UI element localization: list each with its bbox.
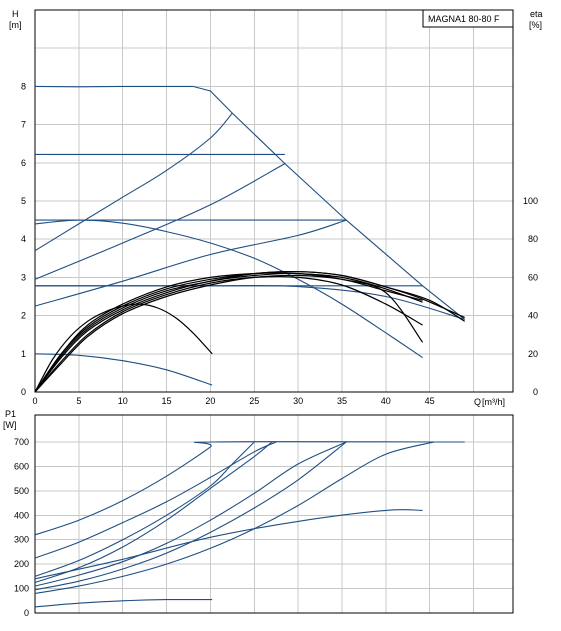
- x-tick-label: 20: [205, 396, 215, 406]
- y-tick-labels-power: 0 100 200 300 400 500 600 700: [14, 437, 29, 618]
- x-tick-label: 30: [293, 396, 303, 406]
- power-curve: [34, 441, 435, 595]
- y-tick-label-left: 3: [21, 272, 26, 282]
- power-tick-label: 100: [14, 584, 29, 594]
- x-tick-label: 15: [162, 396, 172, 406]
- efficiency-curve: [34, 271, 466, 393]
- x-axis-label: Q: [474, 397, 481, 407]
- y-tick-label-right: 80: [528, 234, 538, 244]
- y-tick-label-left: 0: [21, 387, 26, 397]
- grid-top: [34, 10, 513, 393]
- curves-bottom: [34, 441, 465, 608]
- power-tick-label: 200: [14, 559, 29, 569]
- y-tick-label-right: 40: [528, 311, 538, 321]
- y-tick-label-right: 20: [528, 349, 538, 359]
- y-tick-label-left: 4: [21, 234, 26, 244]
- curves-top: [34, 85, 466, 393]
- plot-frame-top: [34, 9, 514, 393]
- power-curve: [34, 441, 347, 587]
- y-tick-labels-left: 0 1 2 3 4 5 6 7 8: [21, 81, 26, 397]
- y-tick-label-right: 0: [533, 387, 538, 397]
- y-axis-label-left: H: [12, 9, 19, 19]
- efficiency-curve: [34, 274, 423, 393]
- power-curve: [34, 509, 423, 580]
- x-tick-label: 45: [425, 396, 435, 406]
- head-curve: [34, 219, 347, 307]
- y-tick-label-right: 60: [528, 272, 538, 282]
- efficiency-curve: [34, 272, 423, 393]
- y-tick-label-left: 5: [21, 196, 26, 206]
- y-axis-label-right: eta: [530, 9, 543, 19]
- power-plot: 0 100 200 300 400 500 600 700 P1 [W]: [3, 409, 514, 618]
- title-box: [422, 9, 514, 28]
- grid-bottom: [34, 415, 513, 614]
- chart-title: MAGNA1 80-80 F: [428, 14, 500, 24]
- y-tick-label-left: 1: [21, 349, 26, 359]
- power-curve: [34, 441, 465, 536]
- head-curve: [34, 353, 213, 386]
- x-tick-label: 35: [337, 396, 347, 406]
- power-axis-unit: [W]: [3, 420, 17, 430]
- x-tick-label: 10: [118, 396, 128, 406]
- power-curve: [34, 441, 347, 591]
- x-tick-label: 40: [381, 396, 391, 406]
- head-curve: [34, 112, 233, 252]
- x-axis-unit: [m³/h]: [482, 397, 505, 407]
- y-tick-label-left: 8: [21, 81, 26, 91]
- y-tick-label-left: 6: [21, 158, 26, 168]
- power-tick-label: 300: [14, 535, 29, 545]
- x-tick-label: 0: [32, 396, 37, 406]
- power-curve: [34, 441, 255, 577]
- y-tick-label-left: 7: [21, 120, 26, 130]
- head-curve: [34, 163, 286, 280]
- efficiency-curve: [34, 275, 423, 393]
- efficiency-curve: [34, 271, 465, 393]
- plot-frame-bottom: [34, 414, 514, 614]
- y-axis-unit-left: [m]: [9, 20, 22, 30]
- y-axis-unit-right: [%]: [529, 20, 542, 30]
- y-tick-label-right: 100: [523, 196, 538, 206]
- power-tick-label: 500: [14, 486, 29, 496]
- power-tick-label: 0: [24, 608, 29, 618]
- y-tick-label-left: 2: [21, 311, 26, 321]
- head-curve: [34, 219, 423, 359]
- power-curve: [34, 598, 213, 608]
- power-tick-label: 700: [14, 437, 29, 447]
- y-tick-labels-right: 0 20 40 60 80 100: [523, 196, 538, 397]
- x-tick-labels: 0 5 10 15 20 25 30 35 40 45: [32, 396, 434, 406]
- power-axis-label: P1: [5, 409, 16, 419]
- efficiency-curve: [34, 303, 213, 393]
- x-tick-label: 25: [249, 396, 259, 406]
- power-tick-label: 600: [14, 461, 29, 471]
- power-curve: [34, 441, 273, 584]
- x-tick-label: 5: [76, 396, 81, 406]
- head-curve: [35, 285, 465, 320]
- power-tick-label: 400: [14, 510, 29, 520]
- power-curve: [34, 441, 277, 559]
- head-curve: [34, 85, 466, 320]
